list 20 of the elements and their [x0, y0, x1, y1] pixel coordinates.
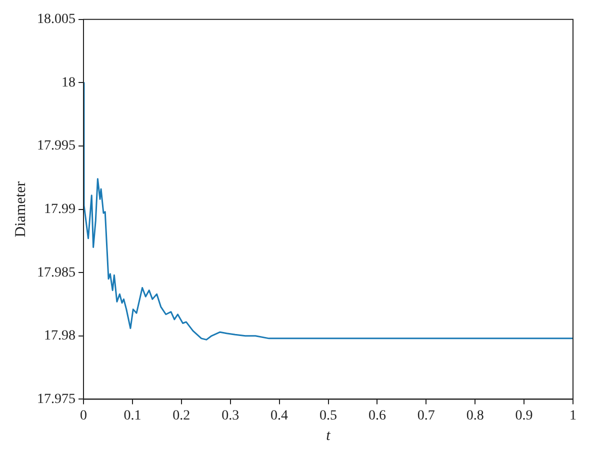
y-tick-label: 17.98 [44, 328, 76, 344]
x-tick-label: 0.3 [222, 408, 240, 424]
y-axis-title: Diameter [12, 181, 29, 238]
y-tick-label: 18 [62, 75, 76, 90]
x-tick-label: 0.9 [515, 408, 533, 424]
x-tick-label: 0 [80, 408, 87, 424]
x-tick-label: 1 [570, 408, 576, 424]
x-tick-label: 0.1 [124, 408, 142, 424]
x-tick-label: 0.4 [270, 408, 288, 424]
x-tick-label: 0.2 [172, 408, 190, 424]
y-tick-label: 17.975 [37, 392, 76, 407]
y-tick-label: 17.99 [44, 202, 76, 217]
x-tick-label: 0.5 [320, 408, 337, 424]
x-tick-label: 0.8 [466, 408, 484, 424]
x-axis-title: t [326, 428, 332, 444]
x-tick-label: 0.6 [368, 408, 386, 424]
y-tick-label: 17.985 [37, 265, 76, 280]
y-tick-label: 17.995 [37, 138, 76, 154]
y-tick-label: 18.005 [37, 12, 76, 28]
x-tick-label: 0.7 [417, 408, 435, 424]
